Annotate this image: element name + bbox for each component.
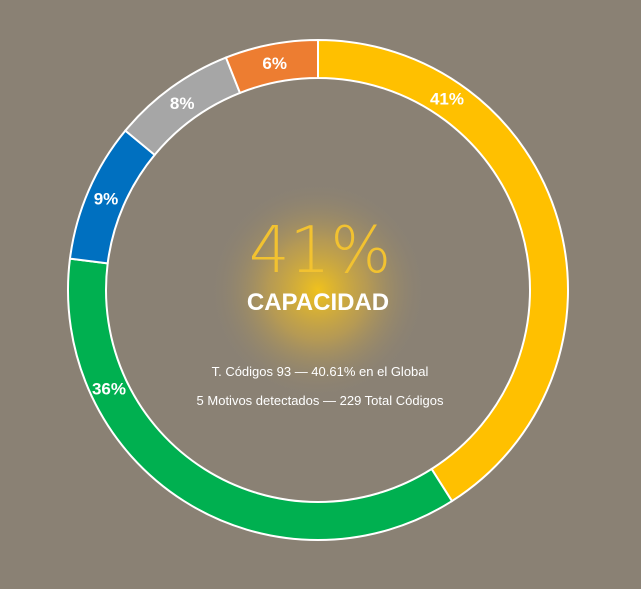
- donut-segments: [67, 38, 569, 541]
- center-glow: [208, 180, 428, 400]
- slice-label-4: 6%: [262, 54, 287, 73]
- slice-label-1: 36%: [92, 379, 126, 398]
- slice-label-2: 9%: [94, 189, 119, 208]
- center-title: CAPACIDAD: [247, 289, 389, 316]
- slice-labels: 41% 36% 9% 8% 6%: [92, 54, 464, 398]
- slice-label-0: 41%: [430, 89, 464, 108]
- center-info-line-1: T. Códigos 93 — 40.61% en el Global: [212, 364, 429, 379]
- donut-segment-4: [224, 38, 319, 95]
- slice-label-3: 8%: [170, 94, 195, 113]
- center-info-line-2: 5 Motivos detectados — 229 Total Códigos: [197, 393, 444, 408]
- center-percent: 41%: [249, 214, 391, 288]
